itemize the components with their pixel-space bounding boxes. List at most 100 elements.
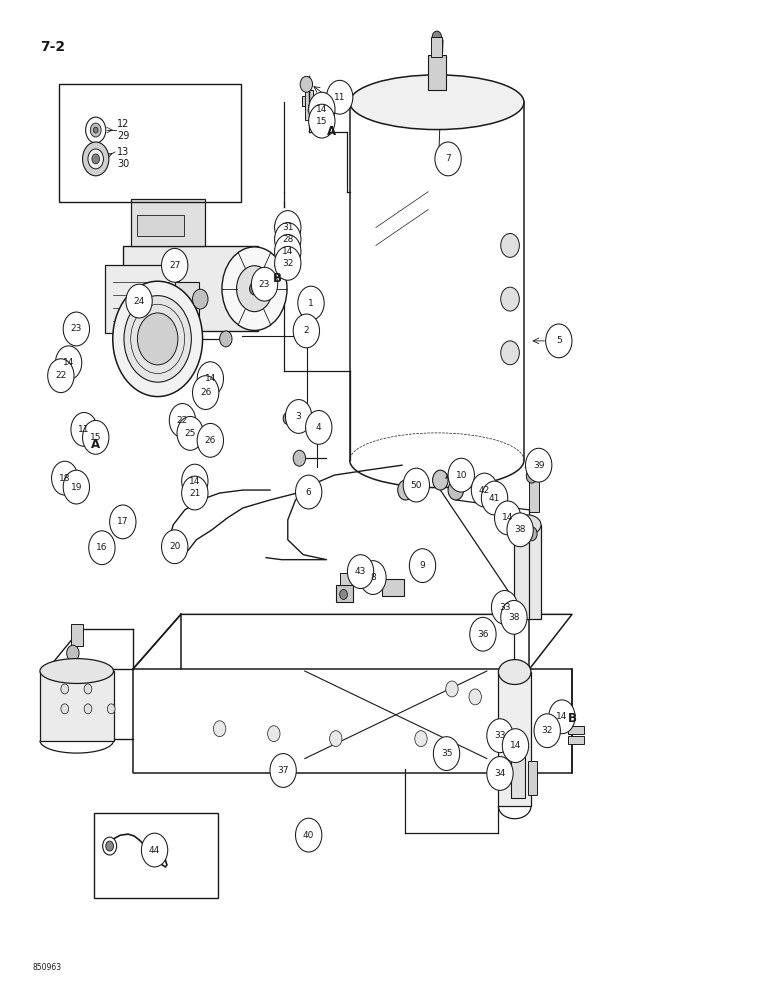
Circle shape	[275, 246, 301, 280]
Circle shape	[83, 420, 109, 454]
Bar	[339, 573, 353, 585]
Text: 35: 35	[441, 749, 452, 758]
Text: 39: 39	[533, 461, 544, 470]
Text: 24: 24	[133, 297, 145, 306]
Circle shape	[55, 346, 82, 380]
Circle shape	[270, 754, 296, 787]
Text: 20: 20	[169, 542, 180, 551]
Text: 14: 14	[190, 477, 200, 486]
Circle shape	[502, 729, 529, 763]
Text: 28: 28	[282, 235, 293, 244]
Text: 6: 6	[306, 488, 311, 497]
Circle shape	[300, 318, 309, 330]
Text: 27: 27	[169, 261, 180, 270]
Circle shape	[71, 412, 98, 446]
Text: 11: 11	[334, 93, 346, 102]
Bar	[530, 477, 539, 512]
Bar	[70, 624, 83, 646]
Text: 14: 14	[510, 741, 521, 750]
Circle shape	[487, 757, 513, 790]
Circle shape	[534, 714, 560, 748]
Circle shape	[298, 286, 324, 320]
Circle shape	[293, 314, 320, 348]
Circle shape	[268, 726, 280, 742]
Text: 14: 14	[63, 358, 74, 367]
Text: 40: 40	[303, 831, 314, 840]
Circle shape	[110, 505, 136, 539]
Circle shape	[546, 324, 572, 358]
Text: 26: 26	[200, 388, 211, 397]
Ellipse shape	[40, 659, 114, 683]
Circle shape	[283, 412, 292, 424]
Bar	[568, 736, 583, 744]
Circle shape	[84, 704, 92, 714]
Circle shape	[487, 719, 513, 753]
Bar	[280, 238, 288, 268]
Text: 850963: 850963	[32, 963, 62, 972]
Bar	[303, 96, 315, 106]
Circle shape	[214, 721, 226, 737]
Circle shape	[66, 645, 79, 661]
Text: 38: 38	[514, 525, 526, 534]
Bar	[511, 757, 525, 798]
Text: 8: 8	[370, 573, 376, 582]
Circle shape	[501, 233, 519, 257]
Text: 31: 31	[282, 223, 293, 232]
Bar	[278, 234, 289, 242]
Circle shape	[108, 704, 115, 714]
Circle shape	[126, 284, 152, 318]
Circle shape	[113, 281, 203, 397]
Circle shape	[250, 282, 260, 295]
Circle shape	[83, 142, 109, 176]
Text: B: B	[273, 272, 282, 285]
Circle shape	[296, 818, 322, 852]
Circle shape	[481, 481, 508, 515]
Bar	[278, 221, 289, 229]
Text: 10: 10	[456, 471, 467, 480]
Text: 26: 26	[204, 436, 216, 445]
Circle shape	[526, 527, 537, 541]
Circle shape	[309, 92, 335, 126]
Circle shape	[448, 458, 474, 492]
Circle shape	[103, 837, 117, 855]
Circle shape	[89, 531, 115, 565]
Text: 11: 11	[78, 425, 90, 434]
Circle shape	[435, 142, 461, 176]
Text: 33: 33	[499, 603, 510, 612]
Text: 21: 21	[190, 489, 200, 498]
Text: 23: 23	[71, 324, 82, 333]
Text: 44: 44	[149, 846, 160, 855]
Bar	[130, 199, 205, 246]
Text: 7: 7	[445, 154, 451, 163]
Circle shape	[92, 154, 100, 164]
Circle shape	[347, 555, 374, 589]
Text: 15: 15	[90, 433, 101, 442]
Circle shape	[507, 513, 534, 547]
Circle shape	[495, 501, 521, 535]
Text: 25: 25	[185, 429, 196, 438]
Circle shape	[161, 530, 188, 564]
Bar	[427, 55, 446, 90]
Circle shape	[63, 312, 90, 346]
Circle shape	[330, 731, 342, 747]
Circle shape	[526, 448, 552, 482]
Circle shape	[300, 76, 313, 92]
Circle shape	[501, 341, 519, 365]
Circle shape	[84, 684, 92, 694]
Circle shape	[86, 117, 106, 143]
Circle shape	[491, 590, 518, 624]
Circle shape	[293, 450, 306, 466]
Circle shape	[161, 248, 188, 282]
Circle shape	[309, 104, 335, 138]
Text: 22: 22	[177, 416, 188, 425]
Bar	[302, 294, 313, 319]
Circle shape	[297, 327, 311, 345]
Circle shape	[222, 247, 287, 330]
Text: 23: 23	[259, 280, 270, 289]
Text: 43: 43	[355, 567, 367, 576]
Circle shape	[182, 464, 208, 498]
Bar	[312, 421, 323, 433]
Bar	[136, 215, 184, 236]
Bar	[94, 813, 218, 898]
Ellipse shape	[514, 515, 541, 535]
